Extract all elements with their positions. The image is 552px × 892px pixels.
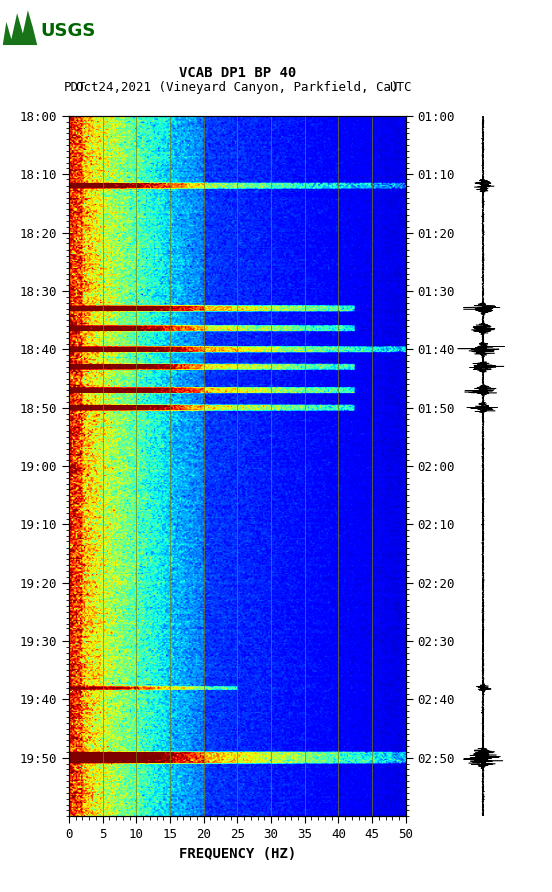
Text: Oct24,2021 (Vineyard Canyon, Parkfield, Ca): Oct24,2021 (Vineyard Canyon, Parkfield, …: [76, 80, 399, 94]
Text: VCAB DP1 BP 40: VCAB DP1 BP 40: [179, 66, 296, 80]
Polygon shape: [3, 10, 37, 45]
Text: PDT: PDT: [63, 80, 86, 94]
X-axis label: FREQUENCY (HZ): FREQUENCY (HZ): [179, 847, 296, 861]
Text: UTC: UTC: [389, 80, 411, 94]
Text: USGS: USGS: [40, 21, 95, 39]
